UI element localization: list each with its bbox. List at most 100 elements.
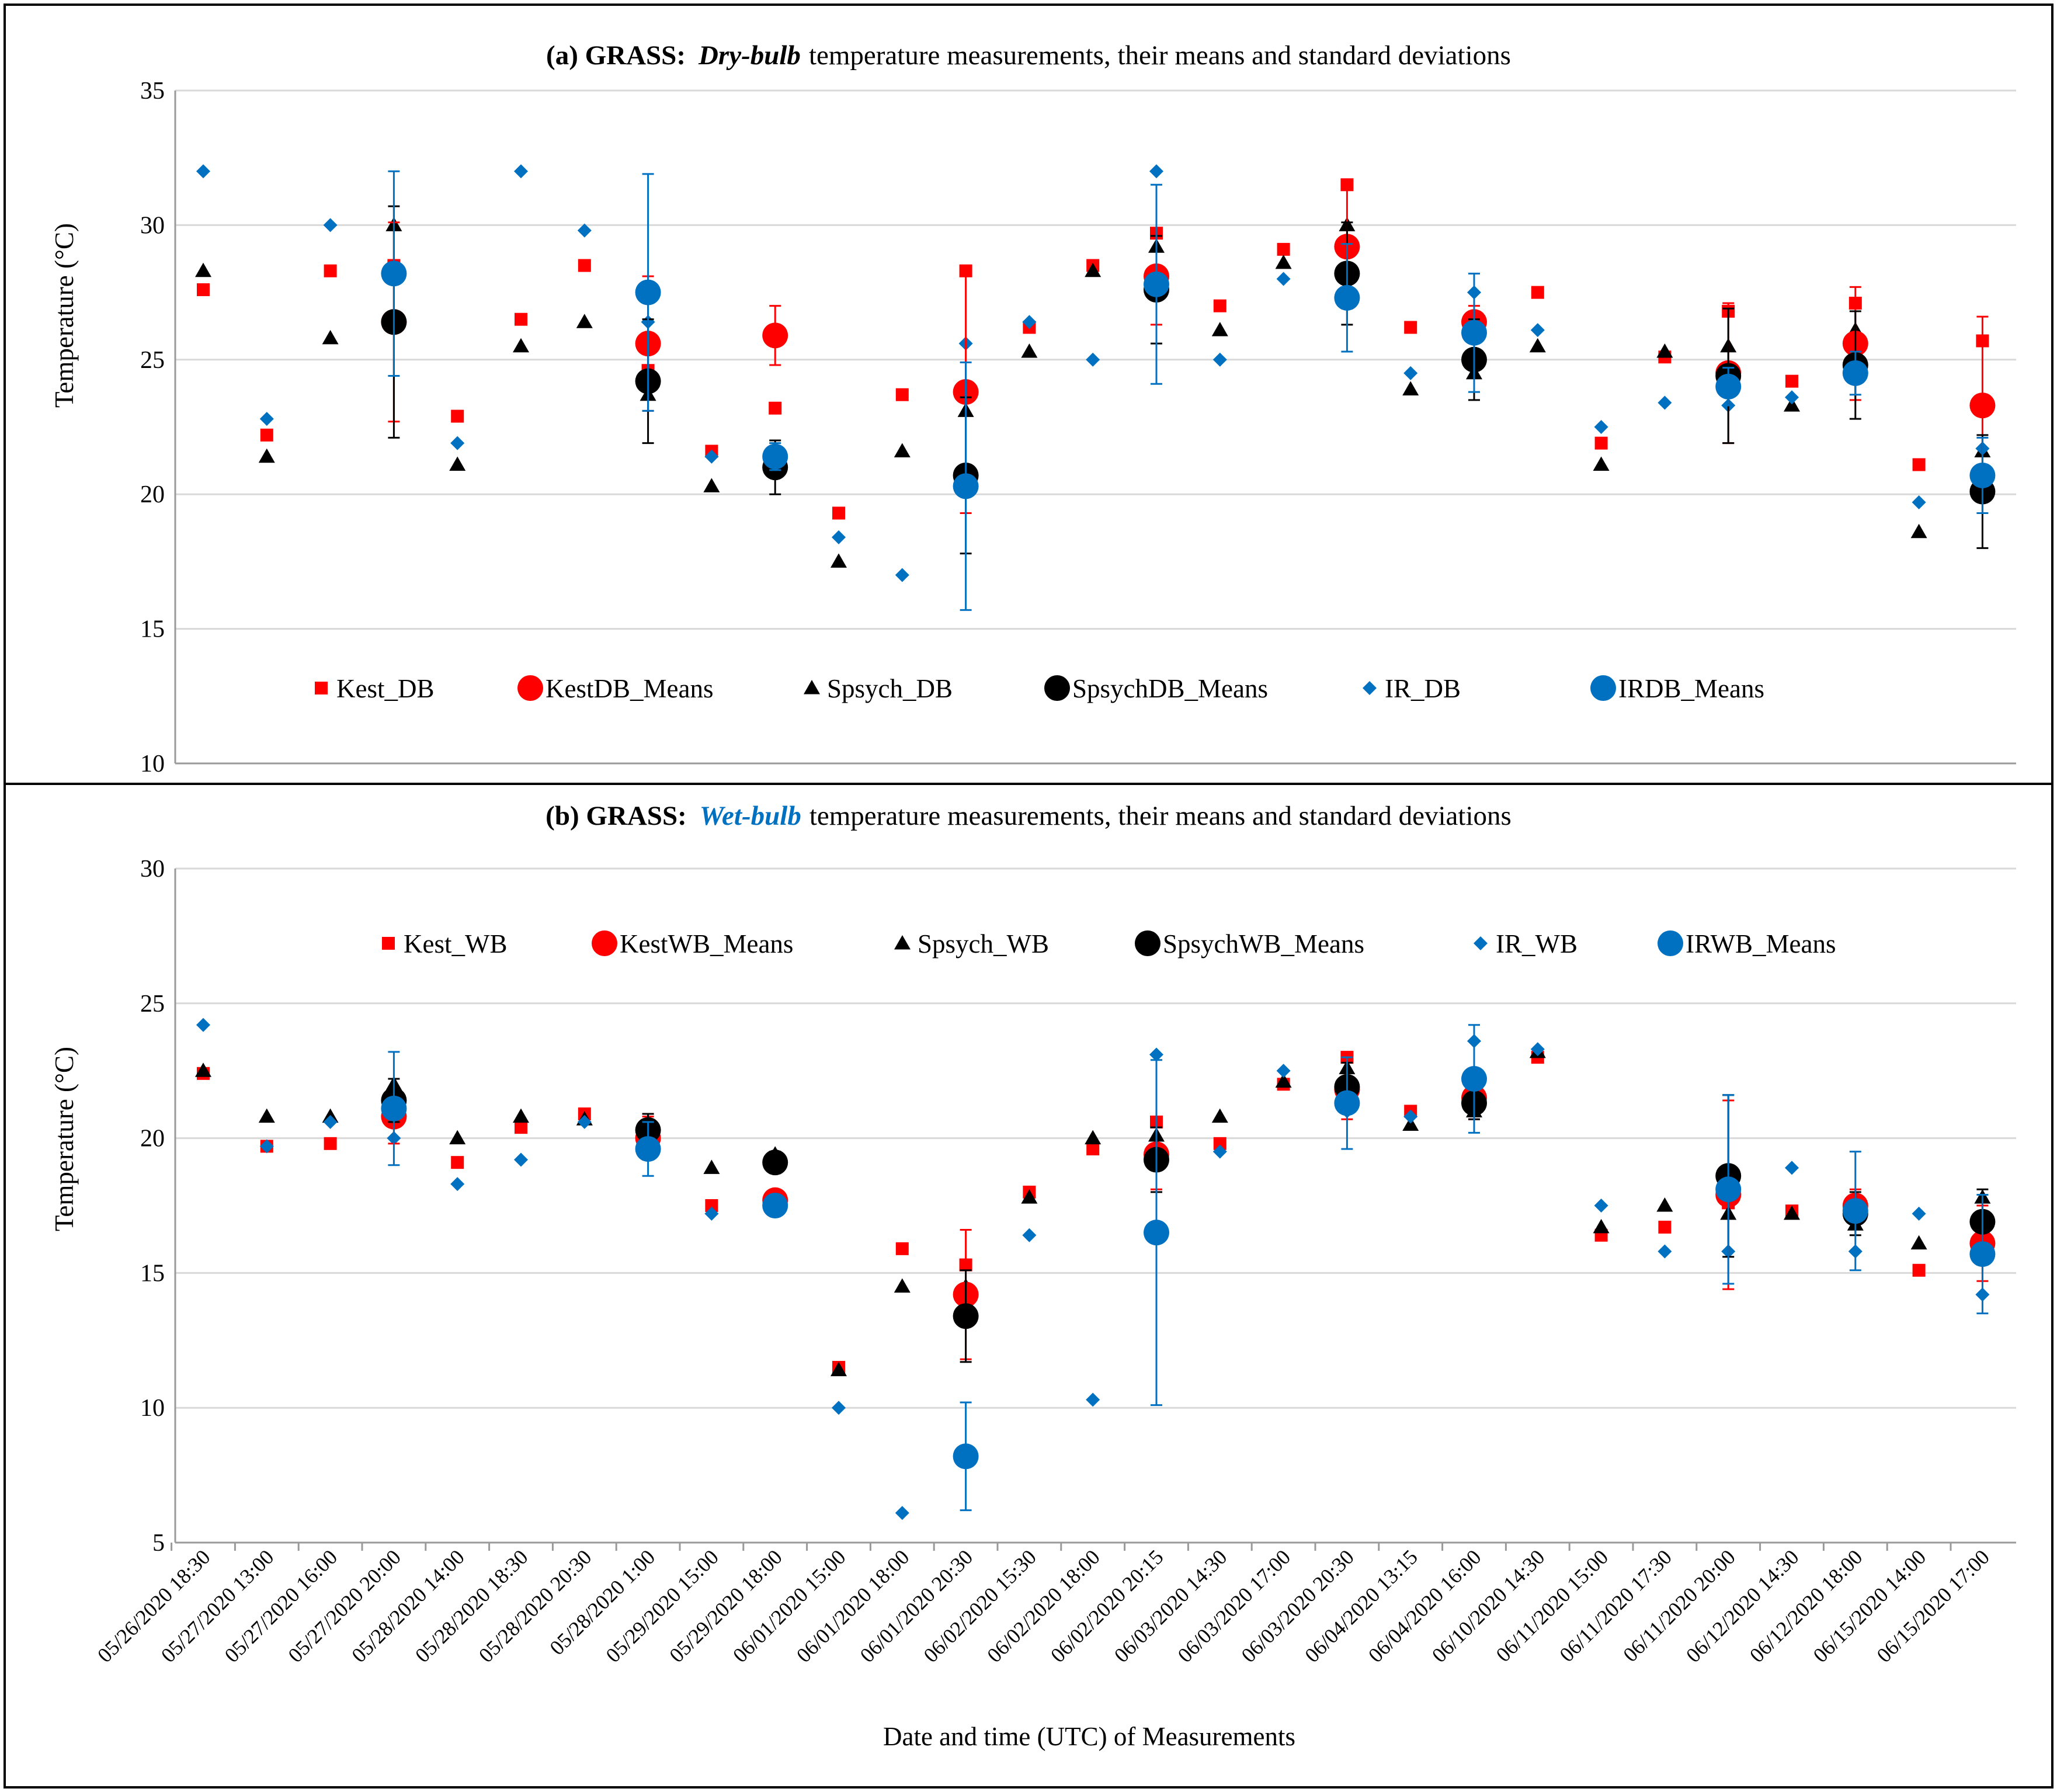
data-point (1531, 286, 1544, 299)
data-point (1403, 1109, 1418, 1124)
legend-item: KestDB_Means (517, 674, 713, 703)
data-point (1969, 462, 1996, 488)
panel-a-y-tick-label: 30 (140, 212, 165, 239)
data-point (577, 223, 592, 238)
legend-marker (894, 935, 911, 950)
data-point (704, 1206, 719, 1221)
legend-label: IRDB_Means (1618, 674, 1764, 703)
data-point (449, 456, 466, 471)
data-point (577, 1114, 592, 1129)
data-point (1784, 1205, 1800, 1220)
panel-b-y-tick-label: 15 (140, 1260, 165, 1287)
panel-b-y-tick-label: 30 (140, 856, 165, 883)
legend-item: IRWB_Means (1658, 929, 1836, 958)
data-point (1715, 1176, 1742, 1203)
data-point (703, 1159, 720, 1174)
data-point (1656, 1197, 1673, 1212)
panel-b-y-tick-label: 5 (152, 1530, 165, 1557)
legend-marker (1363, 681, 1377, 695)
legend-marker (517, 675, 543, 701)
legend-label: Spsych_DB (827, 674, 953, 703)
data-point (1212, 1144, 1227, 1159)
data-point (1211, 1108, 1228, 1123)
panel-b-y-axis-label: Temperature (°C) (50, 1047, 79, 1231)
legend-label: IR_DB (1385, 674, 1461, 703)
panel-a-y-tick-label: 25 (140, 347, 165, 374)
data-point (260, 428, 273, 442)
data-point (381, 261, 407, 287)
legend-label: Kest_DB (336, 674, 435, 703)
data-point (1594, 436, 1608, 450)
data-point (1912, 458, 1926, 471)
data-point (895, 388, 909, 401)
data-point (323, 218, 338, 232)
data-point (895, 1506, 909, 1520)
data-point (1021, 1189, 1038, 1204)
data-point (762, 322, 788, 349)
legend-marker (592, 930, 617, 956)
data-point (1912, 1206, 1926, 1221)
data-point (323, 1114, 338, 1129)
legend-label: Spsych_WB (918, 929, 1049, 958)
legend-marker (1658, 930, 1683, 956)
data-point (195, 1062, 211, 1077)
panel-b-title: (b) GRASS: Wet-bulb temperature measuremen… (545, 801, 1512, 831)
data-point (1276, 1064, 1291, 1078)
data-point (450, 1177, 465, 1192)
data-point (1213, 1137, 1226, 1150)
data-point (831, 553, 847, 568)
panel-b-legend: Kest_WB KestWB_Means Spsych_WB SpsychWB_Mea… (382, 929, 1836, 958)
legend-item: IR_WB (1474, 929, 1578, 958)
x-axis-label: Date and time (UTC) of Measurements (883, 1722, 1295, 1751)
legend-label: KestWB_Means (620, 929, 793, 958)
panel-a-plot-area: 10 15 20 25 30 35 Kest_DB KestDB_Means Spsych_DB… (140, 78, 2016, 777)
data-point (450, 436, 465, 450)
data-point (1404, 321, 1417, 334)
data-point (196, 1017, 210, 1032)
panel-b-y-tick-label: 10 (140, 1395, 165, 1422)
data-point (1912, 1263, 1926, 1277)
data-point (1213, 299, 1226, 312)
data-point (258, 1108, 275, 1123)
legend-item: Spsych_DB (804, 674, 953, 703)
data-point (1461, 1066, 1487, 1092)
data-point (1085, 262, 1102, 277)
data-point (831, 1362, 847, 1377)
data-point (762, 1149, 788, 1176)
data-point (1403, 366, 1418, 380)
panel-a-title: (a) GRASS: Dry-bulb temperature measuremen… (546, 40, 1511, 71)
data-point (703, 478, 720, 492)
data-point (1658, 1220, 1672, 1234)
legend-marker (1044, 675, 1070, 701)
panel-a-series-IRDB_Means (381, 170, 1996, 611)
data-point (1334, 284, 1360, 311)
panel-b-y-tick-label: 25 (140, 991, 165, 1017)
panel-a-y-axis-label: Temperature (°C) (50, 223, 79, 408)
data-point (705, 1199, 718, 1212)
data-point (1021, 343, 1038, 358)
data-point (1275, 1073, 1292, 1088)
panel-a-y-tick-label: 15 (140, 616, 165, 643)
data-point (451, 409, 464, 423)
data-point (1402, 381, 1419, 395)
data-point (1277, 242, 1290, 256)
data-point (1530, 1042, 1545, 1057)
data-point (259, 412, 274, 426)
panel-b-series-IRWB_Means (381, 1024, 1996, 1512)
data-point (1785, 390, 1799, 405)
data-point (1912, 495, 1926, 510)
legend-marker (804, 680, 820, 694)
data-point (1144, 271, 1169, 297)
data-point (1785, 1161, 1799, 1175)
legend-marker (1474, 936, 1488, 950)
legend-item: IR_DB (1363, 674, 1461, 703)
legend-label: SpsychDB_Means (1072, 674, 1268, 703)
data-point (1086, 1392, 1100, 1407)
data-point (1212, 352, 1227, 367)
data-point (451, 1156, 464, 1169)
data-point (832, 1401, 846, 1415)
data-point (1785, 374, 1798, 388)
data-point (196, 164, 210, 179)
